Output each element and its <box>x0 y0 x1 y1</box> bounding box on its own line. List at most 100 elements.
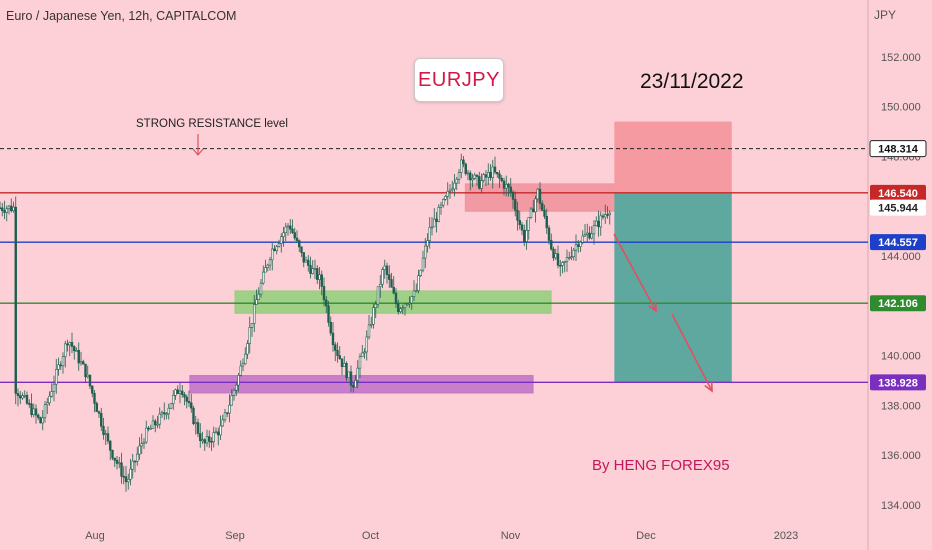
candle-body <box>302 252 305 263</box>
resistance-pointer-arrow <box>192 134 204 156</box>
y-tick-label: 140.000 <box>881 351 921 363</box>
candle-body <box>118 462 121 465</box>
candle-body <box>583 234 587 237</box>
candle-body <box>406 303 409 306</box>
candle-body <box>264 267 267 273</box>
candle-body <box>102 425 105 435</box>
candle-body <box>514 199 517 211</box>
y-tick-label: 144.000 <box>881 251 921 263</box>
candle-body <box>568 257 571 259</box>
candle-body <box>376 286 380 305</box>
candle-body <box>460 159 463 173</box>
candle-body <box>73 346 76 352</box>
price-tag-138.928 <box>870 374 926 391</box>
candle-body <box>334 344 337 351</box>
candle-body <box>570 256 573 259</box>
candle-body <box>70 342 74 347</box>
candle-body <box>181 390 184 395</box>
candle-body <box>131 460 134 470</box>
candle-body <box>471 178 474 181</box>
candle-body <box>196 422 200 434</box>
candle-body <box>489 171 492 178</box>
candle-body <box>379 283 382 288</box>
candle-body <box>127 478 130 483</box>
candle-body <box>316 268 319 280</box>
candle-body <box>214 431 218 434</box>
candle-body <box>203 439 206 444</box>
candle-body <box>84 363 87 378</box>
candle-body <box>363 351 366 354</box>
candle-body <box>30 403 33 416</box>
candle-body <box>235 384 238 391</box>
price-tag-144.557 <box>870 234 926 251</box>
candle-body <box>383 265 386 270</box>
projection-arrow-2 <box>671 313 713 392</box>
candle-body <box>39 417 42 424</box>
candle-body <box>381 269 384 285</box>
candle-body <box>230 395 233 406</box>
projection-arrow-2-head <box>704 381 713 393</box>
candle-body <box>268 259 272 266</box>
candle-body <box>129 468 132 480</box>
candle-body <box>590 233 593 239</box>
candle-body <box>329 321 332 334</box>
candle-body <box>336 350 339 356</box>
x-tick-label: Aug <box>85 530 105 542</box>
x-tick-label: 2023 <box>774 530 798 542</box>
candle-body <box>367 324 371 338</box>
candle-body <box>7 205 11 210</box>
candle-body <box>469 172 472 181</box>
candle-body <box>444 196 447 200</box>
candle-body <box>122 475 125 478</box>
candle-body <box>509 186 512 193</box>
candle-body <box>57 364 60 370</box>
candle-body <box>212 432 215 442</box>
candle-body <box>48 395 51 404</box>
candle-body <box>430 226 434 229</box>
candle-body <box>601 215 605 218</box>
candle-body <box>550 240 553 250</box>
candle-body <box>280 236 283 244</box>
candle-body <box>455 178 458 184</box>
candle-body <box>93 392 96 404</box>
candle-body <box>23 394 26 397</box>
arrows-layer <box>613 233 713 393</box>
candle-body <box>608 212 611 216</box>
candle-body <box>388 274 391 280</box>
candle-body <box>190 402 193 409</box>
candle-body <box>507 184 510 188</box>
candle-body <box>167 407 170 415</box>
candle-body <box>464 163 467 174</box>
candle-body <box>185 396 188 402</box>
candle-body <box>14 206 17 394</box>
candle-body <box>284 226 287 234</box>
candle-body <box>433 218 436 228</box>
strong-resistance-label: STRONG RESISTANCE level <box>136 118 288 130</box>
candle-body <box>437 207 440 222</box>
candle-body <box>163 412 166 415</box>
candle-body <box>451 188 454 191</box>
candle-body <box>237 375 240 386</box>
candle-body <box>592 225 596 235</box>
candle-body <box>82 361 85 365</box>
candle-body <box>111 450 114 459</box>
candle-body <box>579 241 582 247</box>
candle-body <box>255 299 258 305</box>
candle-body <box>34 408 38 416</box>
candle-body <box>529 208 533 218</box>
candle-body <box>221 419 224 427</box>
candle-body <box>291 228 294 233</box>
candle-body <box>385 265 389 275</box>
candle-body <box>446 190 449 197</box>
candle-body <box>205 436 209 444</box>
candle-body <box>428 226 431 241</box>
candle-body <box>248 327 251 344</box>
candle-body <box>86 374 89 378</box>
y-tick-label: 134.000 <box>881 500 921 512</box>
projection-arrow-1 <box>613 233 657 312</box>
candle-body <box>95 403 98 412</box>
candle-body <box>563 261 566 263</box>
candle-body <box>113 457 116 461</box>
candle-body <box>64 343 67 358</box>
candle-body <box>561 262 564 266</box>
